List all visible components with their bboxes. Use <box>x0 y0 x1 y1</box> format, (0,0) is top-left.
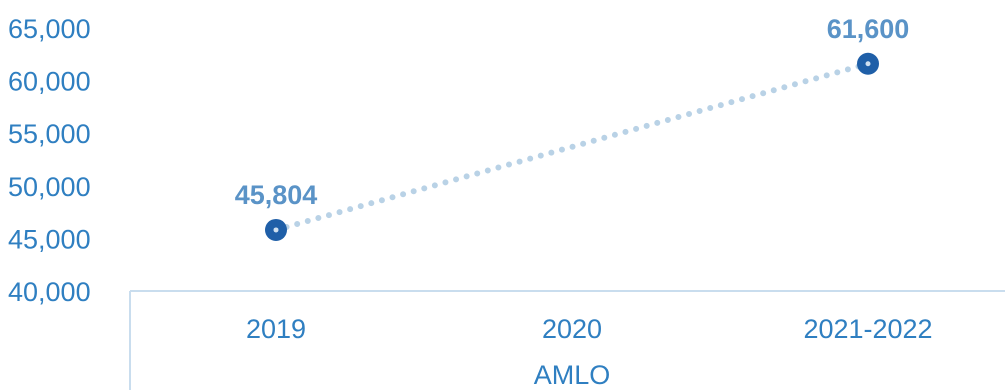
y-tick-label: 50,000 <box>8 172 91 202</box>
y-tick-label: 55,000 <box>8 119 91 149</box>
x-tick-label: 2019 <box>246 314 306 344</box>
data-point-marker-center <box>865 61 871 67</box>
y-tick-label: 65,000 <box>8 14 91 44</box>
data-label: 45,804 <box>235 180 318 210</box>
series-line <box>273 60 871 233</box>
x-group-label: AMLO <box>534 360 611 390</box>
y-tick-label: 60,000 <box>8 67 91 97</box>
data-point-marker-center <box>273 227 279 233</box>
series-group: 45,804 61,600 <box>235 14 910 241</box>
x-axis: 2019 2020 2021-2022 <box>129 290 1005 390</box>
x-tick-label: 2020 <box>542 314 602 344</box>
x-tick-label: 2021-2022 <box>803 314 932 344</box>
y-tick-label: 40,000 <box>8 277 91 307</box>
data-label: 61,600 <box>827 14 910 44</box>
y-axis: 40,000 45,000 50,000 55,000 60,000 65,000 <box>8 14 91 307</box>
y-tick-label: 45,000 <box>8 224 91 254</box>
